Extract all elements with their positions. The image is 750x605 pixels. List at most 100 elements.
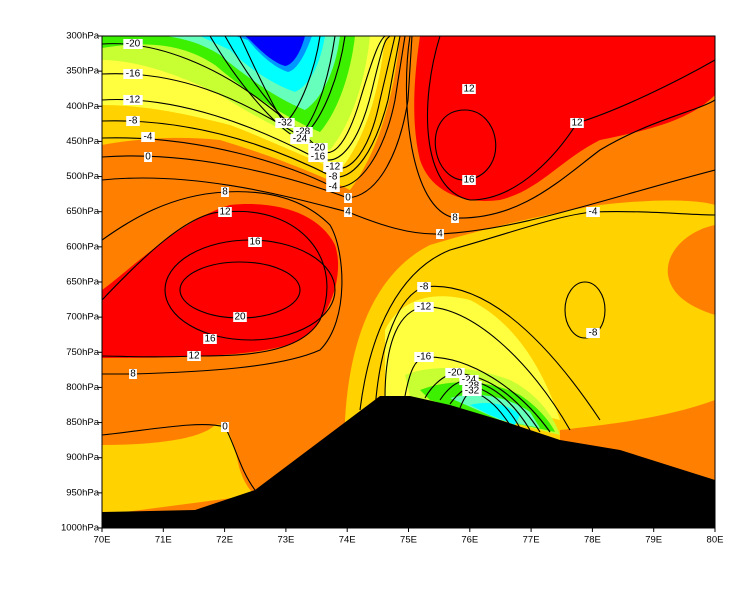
contour-label: 16 [249,237,261,248]
contour-label: -16 [126,69,141,80]
contour-label-bg [586,328,600,338]
contour-line [102,36,413,199]
contour-label: -12 [126,95,141,106]
x-tick-label: 72E [216,535,233,546]
y-tick-label: 750hPa [66,347,99,358]
contour-label-bg [275,118,295,128]
contour-label: 8 [130,369,136,380]
contour-label-bg [126,116,140,126]
contour-label: -16 [417,352,432,363]
y-tick-label: 1000hPa [61,523,100,534]
contour-label: 16 [204,334,216,345]
contour-label-bg [144,152,152,162]
contour-label: -32 [465,386,480,397]
shading [102,36,715,528]
contour-label: 0 [145,152,151,163]
fill-region [414,36,715,201]
contour-label-bg [123,69,143,79]
contour-label-bg [414,302,434,312]
contour-label: 8 [452,213,458,224]
contour-label: -28 [296,127,311,138]
contour-line [359,210,715,411]
contour-label-bg [290,134,310,144]
y-tick-label: 650hPa [66,206,99,217]
fill-region [102,424,255,515]
contour-label: 8 [222,187,228,198]
contour-label: -12 [417,302,432,313]
contour-label: -12 [326,162,341,173]
contour-label-bg [462,386,482,396]
contour-label-bg [344,193,352,203]
x-tick-label: 77E [523,535,540,546]
contour-line [102,210,328,358]
x-tick-label: 70E [94,535,111,546]
contour-label-bg [141,132,155,142]
contour-line [564,281,606,339]
contour-label-bg [323,162,343,172]
contour-label: 12 [188,351,200,362]
contour-label-bg [326,172,340,182]
contour-line [179,261,301,319]
contour-label: -20 [126,39,141,50]
x-tick-label: 75E [400,535,417,546]
contour-label-bg [203,334,217,344]
contour-label-bg [293,127,313,137]
x-tick-label: 73E [277,535,294,546]
contour-label: 16 [463,175,475,186]
contour-label: 12 [219,207,231,218]
y-tick-label: 850hPa [66,417,99,428]
contour-label: 4 [437,229,443,240]
contour-label: -32 [278,118,293,129]
contour-label-bg [417,282,431,292]
contour-label: -20 [448,368,463,379]
contour-label: 12 [571,118,583,129]
y-tick-label: 300hPa [66,31,99,42]
contour-label-bg [451,213,459,223]
x-tick-label: 79E [645,535,662,546]
contour-label-bg [344,207,352,217]
y-tick-label: 650hPa [66,277,99,288]
contour-label-bg [248,237,262,247]
contour-line [164,239,336,341]
contour-label-bg [570,118,584,128]
y-tick-label: 600hPa [66,241,99,252]
contour-label: 12 [463,84,475,95]
contour-label: -4 [329,182,338,193]
x-tick-label: 80E [707,535,724,546]
contour-label-bg [459,375,479,385]
x-tick-label: 76E [461,535,478,546]
contour-label-bg [187,351,201,361]
contour-label-bg [436,229,444,239]
contour-label-bg [233,312,247,322]
contour-label: 0 [345,193,351,204]
contour-label: 4 [345,207,351,218]
x-tick-label: 71E [155,535,172,546]
contour-label: -8 [589,328,598,339]
contour-label: -20 [311,143,326,154]
contour-label: -8 [420,282,429,293]
y-tick-label: 450hPa [66,136,99,147]
contour-label: -4 [144,132,153,143]
x-tick-label: 74E [339,535,356,546]
terrain [102,396,715,528]
contour-label-bg [218,207,232,217]
contour-label: -16 [311,152,326,163]
contour-label-bg [462,175,476,185]
contour-label-bg [462,84,476,94]
fill-region [245,36,305,66]
contour-label-bg [221,422,229,432]
contour-label: -24 [462,375,477,386]
contour-line [102,191,343,375]
contour-label: 0 [222,422,228,433]
contour-label-bg [414,352,434,362]
y-tick-label: 400hPa [66,101,99,112]
y-tick-label: 900hPa [66,452,99,463]
contour-line [102,169,715,235]
y-tick-label: 500hPa [66,171,99,182]
contour-line [405,36,715,219]
contour-label-bg [221,187,229,197]
y-tick-label: 950hPa [66,487,99,498]
y-tick-label: 350hPa [66,66,99,77]
contour-label: -8 [329,172,338,183]
